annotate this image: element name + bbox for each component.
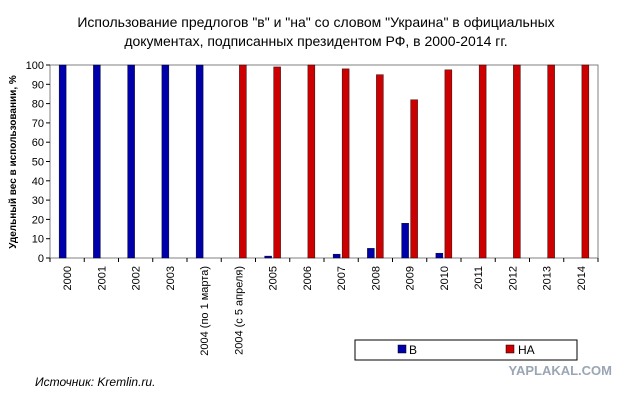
chart-title-line-2: документах, подписанных президентом РФ, …	[124, 33, 507, 49]
bar-v-2002	[127, 64, 135, 259]
x-tick-label: 2004 (по 1 марта)	[199, 266, 211, 356]
y-tick-label: 0	[38, 253, 44, 265]
y-tick-label: 10	[32, 234, 44, 246]
bar-na-2009	[410, 99, 418, 259]
bar-v-2005	[264, 255, 272, 259]
x-tick-label: 2005	[268, 266, 280, 290]
legend-label-v: В	[409, 343, 417, 357]
y-tick-label: 50	[32, 157, 44, 169]
bar-na-2008	[376, 74, 384, 259]
x-tick-label: 2006	[302, 266, 314, 290]
x-tick-label: 2008	[370, 266, 382, 290]
x-tick-label: 2011	[473, 266, 485, 290]
chart-title-line-1: Использование предлогов "в" и "на" со сл…	[77, 14, 554, 30]
y-tick-label: 90	[32, 79, 44, 91]
plot-area	[49, 64, 599, 259]
bar-na-2012	[513, 64, 521, 259]
x-tick-label: 2009	[405, 266, 417, 290]
source-note: Источник: Kremlin.ru.	[35, 375, 155, 389]
x-tick-label: 2012	[507, 266, 519, 290]
bar-v-2000	[58, 64, 67, 259]
bar-v-2001	[93, 64, 101, 259]
legend-swatch-v	[397, 344, 407, 354]
y-axis: 0 10 20 30 40 50 60 70 80 90 100	[26, 60, 50, 265]
x-tick-label: 2004 (с 5 апреля)	[233, 266, 245, 355]
y-axis-label: Удельный вес в использовании, %	[8, 75, 19, 249]
x-tick-label: 2014	[576, 266, 588, 290]
bar-na-2007	[341, 68, 350, 259]
legend-swatch-na	[505, 344, 515, 354]
bar-v-2008	[367, 248, 375, 259]
x-tick-label: 2010	[439, 266, 451, 290]
bar-v-2003	[161, 64, 170, 259]
x-tick-label: 2007	[336, 266, 348, 290]
x-tick-label: 2002	[131, 266, 143, 290]
bar-na-2014	[581, 64, 590, 259]
y-tick-label: 60	[32, 137, 44, 149]
bar-na-2011	[478, 64, 487, 259]
bar-na-2006	[307, 64, 316, 259]
x-tick-label: 2003	[165, 266, 177, 290]
y-tick-label: 70	[32, 118, 44, 130]
y-tick-label: 20	[32, 214, 44, 226]
bar-v-2009	[401, 223, 409, 259]
x-tick-label: 2001	[96, 266, 108, 290]
legend-box	[354, 339, 578, 361]
x-tick-label: 2000	[62, 266, 74, 290]
x-tick-label: 2013	[542, 266, 554, 290]
x-axis: 2000 2001 2002 2003 2004 (по 1 марта) 2004 (с…	[49, 258, 599, 356]
legend: В НА	[354, 339, 578, 361]
bar-na-2004-с-5-апреля-	[239, 64, 247, 259]
y-tick-label: 30	[32, 195, 44, 207]
y-tick-label: 40	[32, 176, 44, 188]
bar-v-2004-по-1-марта-	[195, 64, 204, 259]
bar-v-2007	[332, 253, 341, 259]
bar-na-2010	[444, 69, 453, 259]
bar-v-2010	[435, 252, 444, 259]
y-tick-label: 80	[32, 99, 44, 111]
watermark: YAPLAKAL.COM	[508, 363, 612, 378]
bar-na-2005	[273, 66, 281, 259]
bars	[58, 64, 590, 259]
chart-title: Использование предлогов "в" и "на" со сл…	[77, 14, 554, 49]
y-tick-label: 100	[26, 60, 44, 72]
bar-na-2013	[547, 64, 555, 259]
legend-label-na: НА	[518, 343, 535, 357]
